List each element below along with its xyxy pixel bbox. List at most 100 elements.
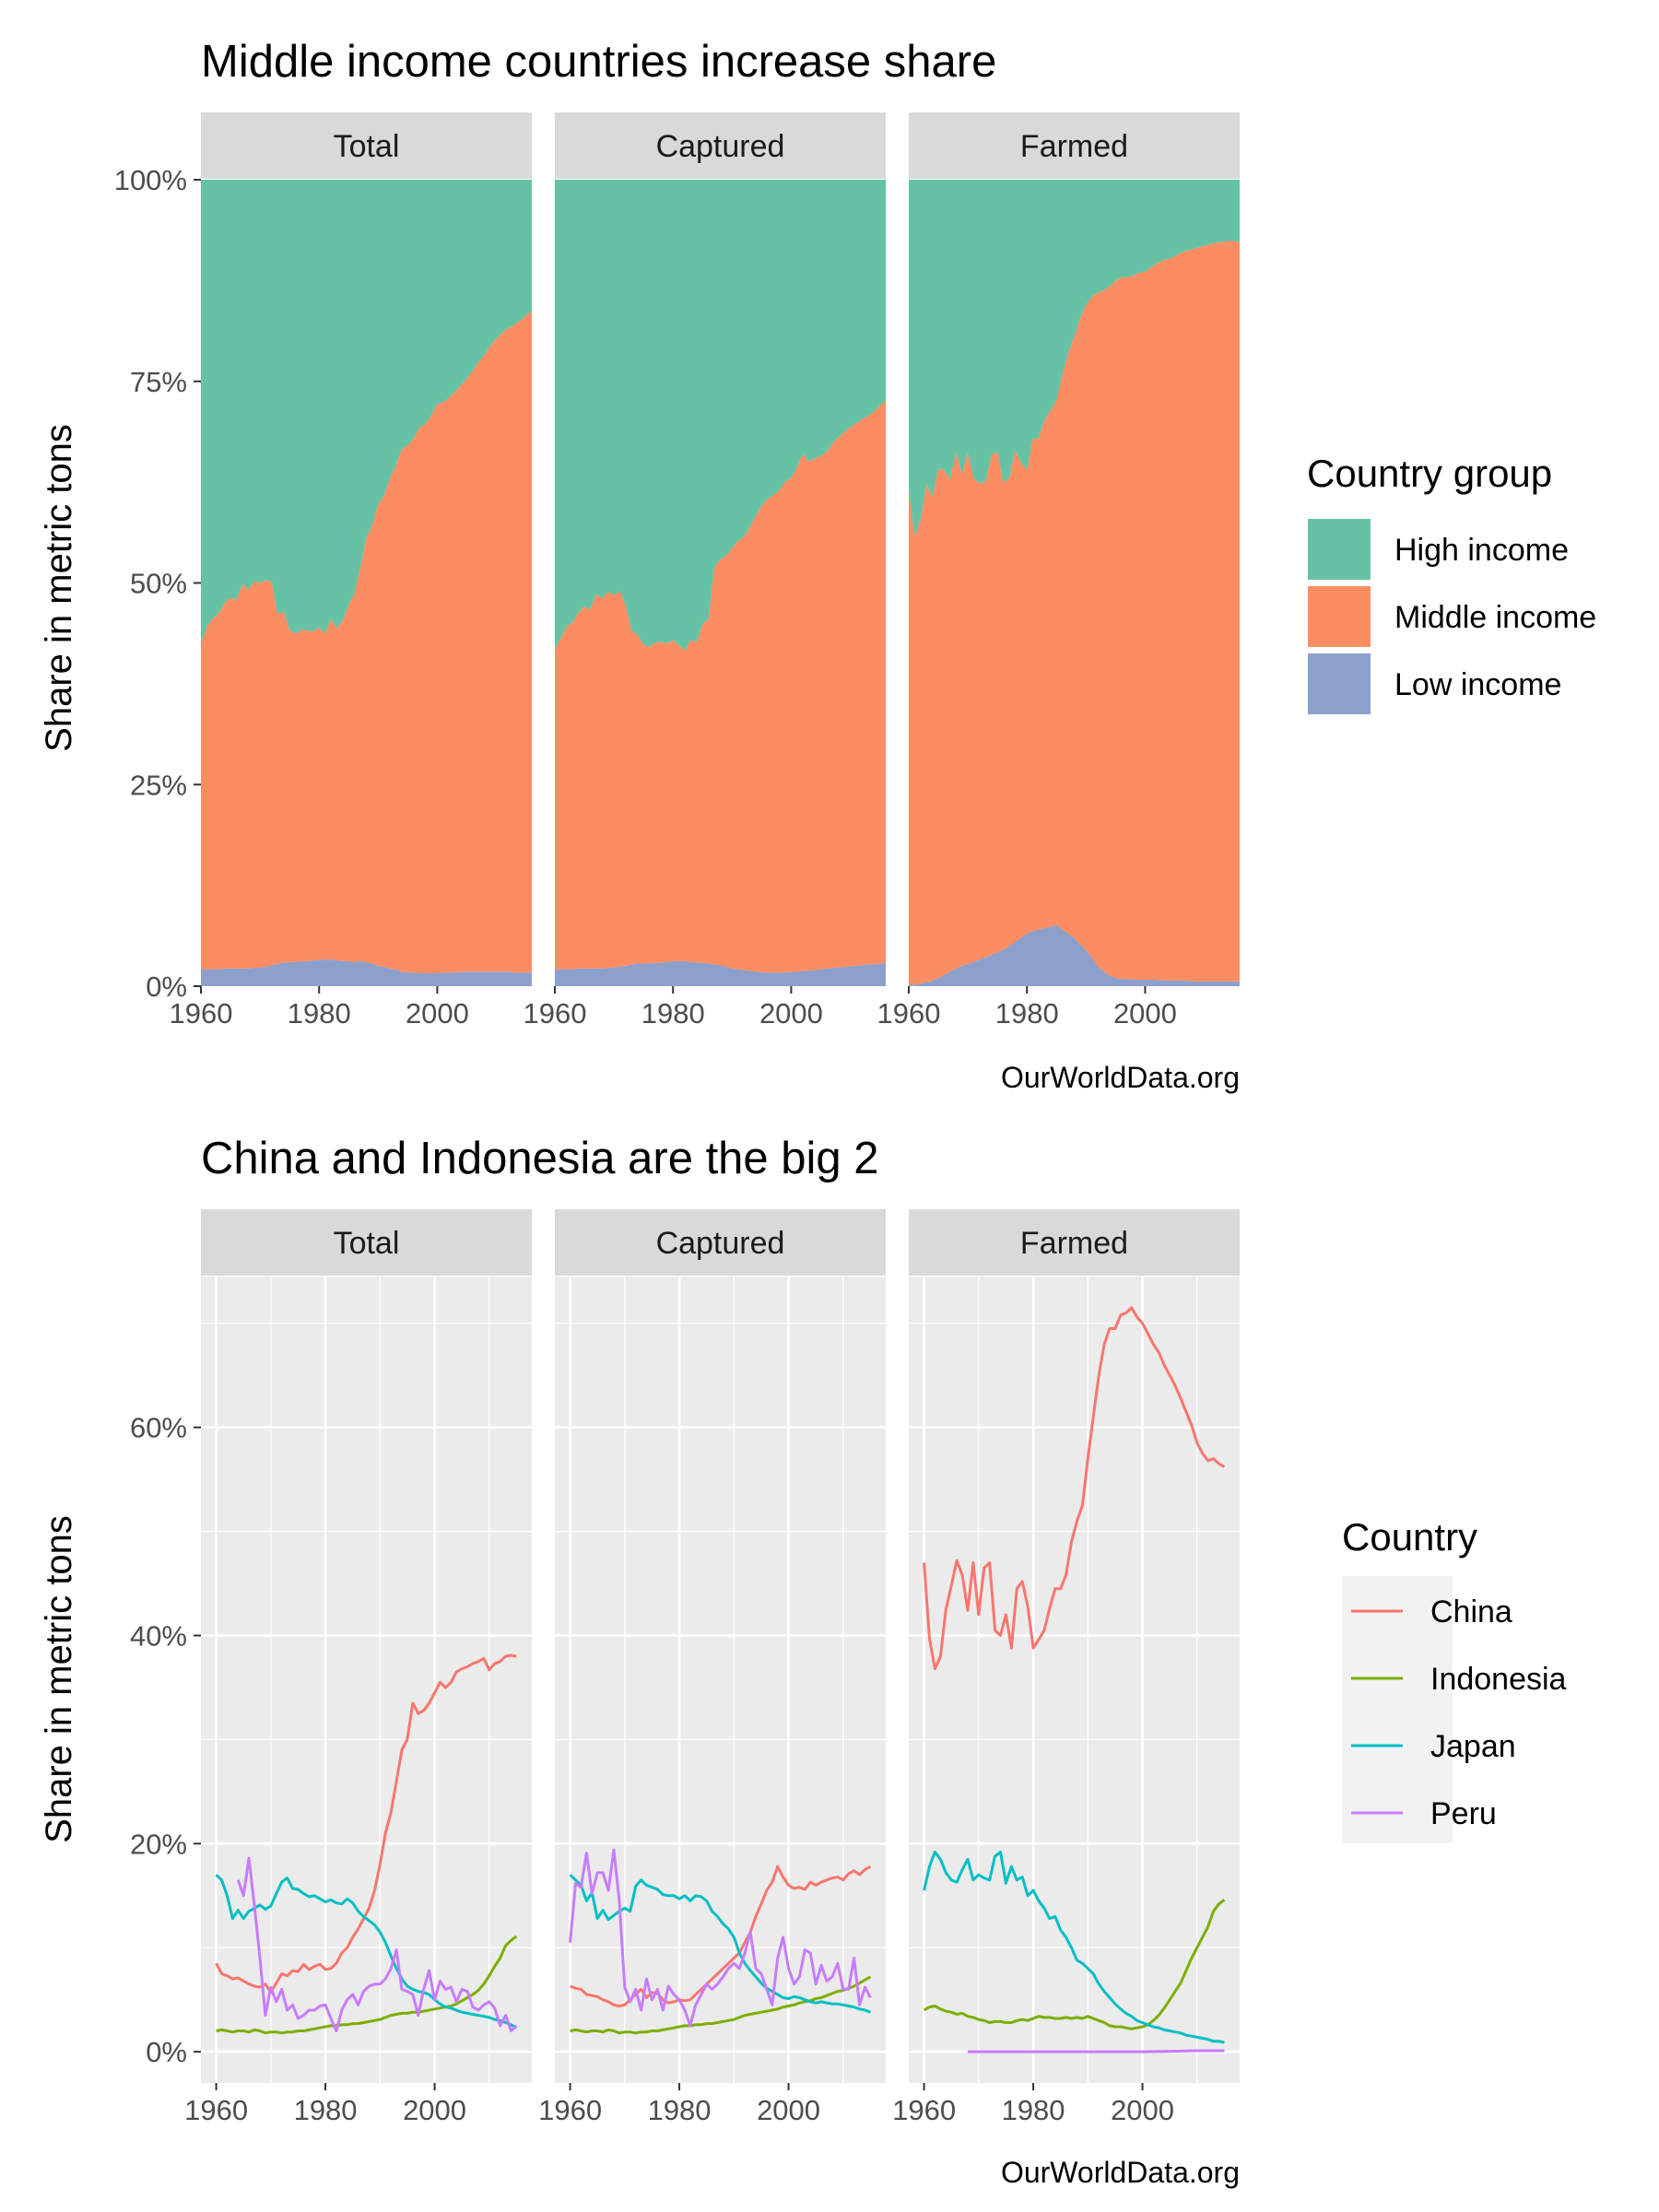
facet-strip-total [201,1209,532,1276]
facet-strip-total [201,112,532,179]
area-low-income [909,924,1240,986]
line-indonesia [923,1899,1226,2030]
legend-label: Japan [1430,1729,1516,1764]
legend: Country China Indonesia Japan Peru [1342,1515,1567,1843]
y-axis-title: Share in metric tons [39,1515,79,1843]
x-tick-label: 2000 [403,2094,466,2126]
caption: OurWorldData.org [1001,2156,1240,2189]
x-tick-label: 2000 [1111,2094,1174,2126]
gridlines [555,1277,886,2083]
x-tick-label: 1960 [524,997,587,1030]
x-axis: 1960 1980 2000 1960 1980 2000 1960 1980 2000 [170,986,1177,1030]
facet-label: Farmed [1020,1226,1128,1261]
x-tick-label: 1980 [648,2094,712,2126]
legend-label: Middle income [1394,600,1596,635]
x-tick-label: 1960 [170,997,233,1030]
legend-key-middle-income [1306,584,1372,649]
series-lines [923,1306,1226,2053]
area-high-income [909,180,1240,537]
x-tick-label: 2000 [1113,997,1177,1030]
x-tick-label: 1960 [877,997,941,1030]
x-tick-label: 2000 [757,2094,820,2126]
line-indonesia [570,1975,872,2035]
line-peru [968,2049,1225,2053]
legend: Country group High income Middle income Lo… [1306,452,1596,716]
chart-title: China and Indonesia are the big 2 [201,1134,879,1183]
panel-captured [555,1277,886,2083]
panel-background [555,1277,886,2083]
x-tick-label: 1980 [288,997,351,1030]
area-high-income [201,180,532,643]
series-lines [569,1848,872,2035]
area-high-income [555,180,886,651]
legend-keys: China Indonesia Japan Peru [1351,1594,1567,1831]
facet-label: Total [334,129,400,164]
line-china [923,1306,1226,1671]
y-tick-label: 0% [146,2036,187,2068]
country-group-share-chart: Middle income countries increase share T… [39,37,1596,1094]
y-tick-label: 60% [130,1412,187,1444]
line-peru [236,1856,518,2032]
x-tick-label: 1960 [538,2094,602,2126]
panel-background [201,1277,532,2083]
y-tick-label: 0% [146,971,187,1003]
panel-total [201,1277,532,2083]
area-low-income [201,959,532,986]
facet-label: Captured [656,1226,785,1261]
x-tick-label: 1980 [995,997,1059,1030]
facet-label: Farmed [1020,129,1128,164]
facet-strips: Total Captured Farmed [201,112,1240,179]
x-tick-label: 1960 [892,2094,956,2126]
panel-farmed [909,1277,1240,2083]
gridlines [201,1277,532,2083]
legend-label: Low income [1394,667,1561,702]
y-tick-label: 25% [130,769,187,801]
y-tick-label: 20% [130,1828,187,1860]
facet-strip-captured [555,112,886,179]
legend-title: Country group [1307,452,1552,495]
y-tick-label: 40% [130,1620,187,1653]
panel-captured [555,180,886,986]
panel-total [201,180,532,986]
facet-strip-farmed [909,1209,1240,1276]
panel-farmed [909,180,1240,986]
y-tick-label: 100% [114,164,187,196]
caption: OurWorldData.org [1001,1061,1240,1094]
facet-strip-farmed [909,112,1240,179]
legend-key-low-income [1306,652,1372,716]
chart-title: Middle income countries increase share [201,37,996,87]
legend-label: Peru [1430,1796,1497,1831]
facet-panels [201,180,1240,986]
x-axis: 1960 1980 2000 1960 1980 2000 1960 1980 2000 [184,2083,1174,2126]
facet-label: Captured [656,129,785,164]
x-tick-label: 1980 [641,997,705,1030]
line-china [215,1653,517,1994]
line-japan [923,1850,1225,2044]
x-tick-label: 1980 [1002,2094,1065,2126]
area-middle-income [555,400,886,973]
x-tick-label: 2000 [406,997,469,1030]
facet-panels [201,1277,1240,2083]
legend-label: Indonesia [1430,1662,1567,1697]
country-share-chart: China and Indonesia are the big 2 Total C… [39,1134,1567,2189]
line-japan [215,1874,518,2030]
series-lines [215,1653,518,2035]
x-tick-label: 2000 [759,997,823,1030]
legend-label: High income [1394,533,1569,568]
legend-label: China [1430,1594,1512,1630]
y-tick-label: 75% [130,366,187,398]
y-axis-title: Share in metric tons [39,424,79,752]
line-peru [569,1848,872,2028]
area-middle-income [201,311,532,974]
area-middle-income [909,241,1240,985]
x-tick-label: 1980 [294,2094,358,2126]
line-china [570,1865,872,2007]
area-low-income [555,960,886,986]
x-tick-label: 1960 [184,2094,248,2126]
facet-label: Total [334,1226,400,1261]
legend-background [1342,1576,1453,1843]
legend-keys: High income Middle income Low income [1306,517,1596,716]
legend-key-high-income [1306,517,1372,582]
y-axis: 0% 25% 50% 75% 100% [114,164,201,1003]
